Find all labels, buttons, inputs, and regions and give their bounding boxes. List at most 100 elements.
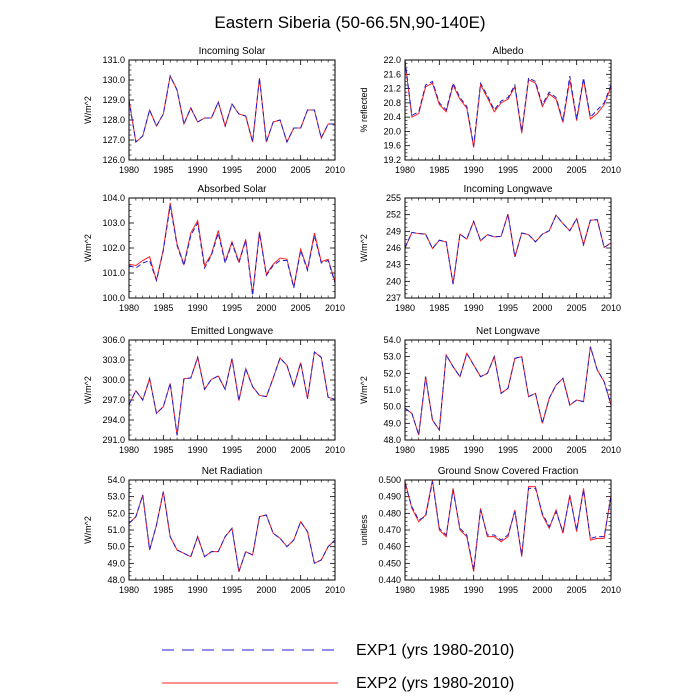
y-tick-label: 52.0 — [383, 368, 401, 378]
y-tick-label: 51.0 — [107, 525, 125, 535]
x-tick-label: 1980 — [395, 585, 415, 595]
y-tick-label: 52.0 — [107, 508, 125, 518]
x-tick-label: 2000 — [256, 445, 276, 455]
x-tick-label: 2005 — [567, 445, 587, 455]
y-tick-label: 20.8 — [383, 98, 401, 108]
y-tick-label: 237 — [386, 293, 401, 303]
x-tick-label: 1995 — [222, 445, 242, 455]
x-tick-label: 1980 — [119, 165, 139, 175]
series-line-exp2 — [404, 61, 612, 148]
series-line-exp1 — [404, 481, 612, 571]
y-tick-label: 252 — [386, 210, 401, 220]
legend-exp2-label: EXP2 (yrs 1980-2010) — [356, 675, 514, 692]
plot-frame — [404, 59, 612, 161]
x-tick-label: 1985 — [429, 303, 449, 313]
y-tick-label: 49.0 — [383, 418, 401, 428]
x-tick-label: 2000 — [256, 585, 276, 595]
x-tick-label: 1980 — [395, 165, 415, 175]
y-tick-label: 53.0 — [107, 492, 125, 502]
y-tick-label: 126.0 — [102, 155, 125, 165]
x-tick-label: 2005 — [291, 445, 311, 455]
panel-title: Absorbed Solar — [198, 184, 268, 195]
y-tick-label: 243 — [386, 260, 401, 270]
y-axis-label: unitless — [359, 514, 369, 545]
y-tick-label: 101.0 — [102, 268, 125, 278]
y-tick-label: 255 — [386, 193, 401, 203]
x-tick-label: 1985 — [429, 585, 449, 595]
panel-incoming-solar: Incoming Solar W/m^2 126.0 127.0 128.0 129.0 1… — [83, 46, 345, 175]
y-tick-label: 19.6 — [383, 141, 401, 151]
x-tick-label: 1990 — [464, 303, 484, 313]
panel-net-longwave: Net Longwave W/m^2 48.0 49.0 50.0 51.0 52.0 53.… — [359, 326, 621, 455]
y-tick-label: 54.0 — [107, 475, 125, 485]
figure-title: Eastern Siberia (50-66.5N,90-140E) — [214, 13, 485, 32]
x-tick-label: 1995 — [222, 585, 242, 595]
y-tick-label: 303.0 — [102, 355, 125, 365]
x-tick-label: 1980 — [395, 303, 415, 313]
x-tick-label: 2010 — [325, 585, 345, 595]
x-tick-label: 2005 — [567, 303, 587, 313]
x-tick-label: 1990 — [188, 303, 208, 313]
y-axis-label: W/m^2 — [359, 234, 369, 262]
panel-incoming-longwave: Incoming Longwave W/m^2 237 240 243 246 249 252… — [359, 184, 621, 313]
panel-title: Incoming Longwave — [464, 184, 553, 195]
plot-frame — [128, 59, 336, 161]
plot-frame — [404, 339, 612, 441]
panel-net-radiation: Net Radiation W/m^2 48.0 49.0 50.0 51.0 52.0 53… — [83, 466, 345, 595]
y-tick-label: 0.450 — [378, 558, 401, 568]
x-tick-label: 2010 — [325, 303, 345, 313]
x-tick-label: 2005 — [291, 165, 311, 175]
series-line-exp1 — [128, 74, 335, 144]
y-tick-label: 22.0 — [383, 55, 401, 65]
y-tick-label: 103.0 — [102, 218, 125, 228]
y-tick-label: 128.0 — [102, 115, 125, 125]
panel-emitted-longwave: Emitted Longwave W/m^2 291.0 294.0 297.0 300.… — [83, 326, 345, 455]
x-tick-label: 2010 — [601, 303, 621, 313]
x-tick-label: 1990 — [188, 165, 208, 175]
x-tick-label: 2010 — [601, 585, 621, 595]
x-tick-label: 2000 — [256, 303, 276, 313]
series-line-exp1 — [128, 205, 336, 296]
series-line-exp2 — [128, 351, 336, 436]
panel-title: Emitted Longwave — [191, 326, 274, 337]
panel-albedo: Albedo % reflected 19.2 19.6 20.0 20.4 20.8 21.… — [359, 46, 621, 175]
series-line-exp1 — [404, 59, 612, 146]
y-tick-label: 104.0 — [102, 193, 125, 203]
y-tick-label: 48.0 — [107, 575, 125, 585]
x-tick-label: 1995 — [222, 303, 242, 313]
y-tick-label: 127.0 — [102, 135, 125, 145]
x-tick-label: 1990 — [464, 585, 484, 595]
x-tick-label: 1995 — [498, 585, 518, 595]
y-tick-label: 20.0 — [383, 126, 401, 136]
x-tick-label: 1990 — [188, 445, 208, 455]
x-tick-label: 1985 — [429, 165, 449, 175]
y-tick-label: 19.2 — [383, 155, 401, 165]
x-tick-label: 1995 — [498, 445, 518, 455]
y-tick-label: 246 — [386, 243, 401, 253]
series-line-exp1 — [404, 346, 612, 436]
x-tick-label: 1985 — [153, 165, 173, 175]
series-line-exp2 — [128, 202, 336, 295]
y-tick-label: 48.0 — [383, 435, 401, 445]
plot-frame — [128, 339, 336, 441]
y-tick-label: 0.500 — [378, 475, 401, 485]
y-tick-label: 102.0 — [102, 243, 125, 253]
series-line-exp1 — [404, 213, 612, 285]
y-tick-label: 50.0 — [383, 402, 401, 412]
panel-title: Net Longwave — [476, 326, 540, 337]
x-tick-label: 2000 — [532, 303, 552, 313]
y-tick-label: 21.6 — [383, 69, 401, 79]
x-tick-label: 1980 — [119, 585, 139, 595]
y-tick-label: 100.0 — [102, 293, 125, 303]
y-tick-label: 0.440 — [378, 575, 401, 585]
y-tick-label: 0.480 — [378, 508, 401, 518]
panel-title: Ground Snow Covered Fraction — [438, 466, 579, 477]
x-tick-label: 1990 — [464, 445, 484, 455]
y-tick-label: 0.470 — [378, 525, 401, 535]
y-axis-label: % reflected — [359, 87, 369, 132]
x-tick-label: 2005 — [291, 303, 311, 313]
series-line-exp2 — [128, 74, 335, 144]
x-tick-label: 2000 — [532, 445, 552, 455]
series-line-exp2 — [404, 213, 612, 285]
